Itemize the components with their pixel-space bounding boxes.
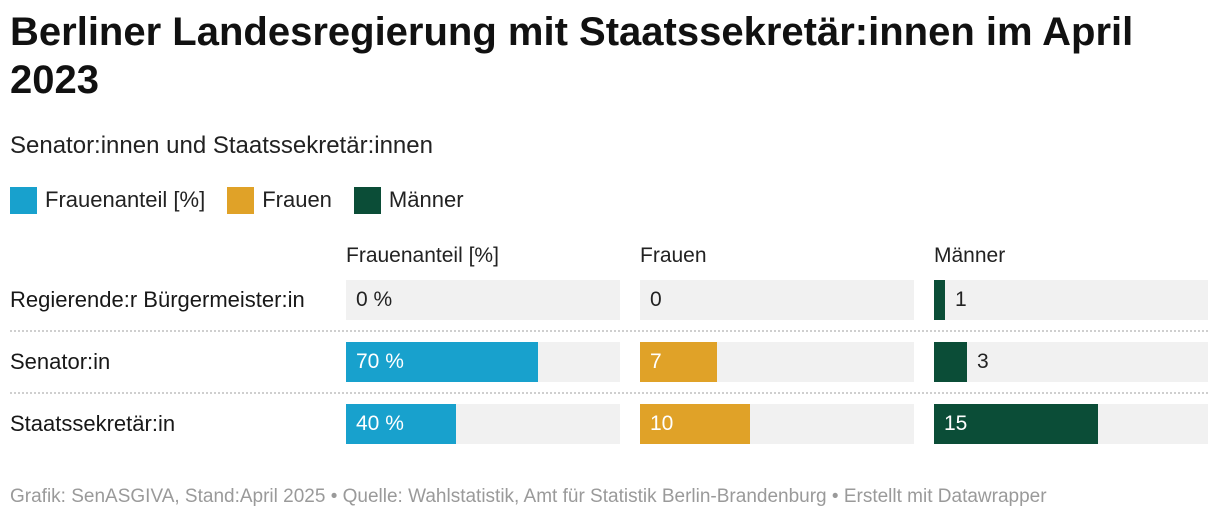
- bar-men: [934, 280, 945, 320]
- value-label-share: 40 %: [356, 412, 404, 435]
- value-label-women: 0: [650, 288, 662, 311]
- bar-men: [934, 342, 967, 382]
- bar-track: 40 %: [346, 404, 620, 444]
- bar-share: [346, 342, 538, 382]
- bar-women: [640, 342, 717, 382]
- legend-label-frauen: Frauen: [262, 187, 332, 212]
- bar-share: [346, 404, 456, 444]
- column-header-frauenanteil: Frauenanteil [%]: [346, 244, 499, 267]
- bar-track: 0 %: [346, 280, 620, 320]
- chart-footer: Grafik: SenASGIVA, Stand:April 2025 • Qu…: [10, 486, 1047, 507]
- value-label-share: 0 %: [356, 288, 393, 311]
- legend: Frauenanteil [%] Frauen Männer: [10, 185, 486, 215]
- legend-item-frauenanteil: Frauenanteil [%]: [10, 186, 206, 214]
- row-label: Staatssekretär:in: [10, 411, 176, 436]
- legend-swatch-maenner: [353, 186, 381, 214]
- row-label: Regierende:r Bürgermeister:in: [10, 287, 305, 312]
- bar-track: 7: [640, 342, 914, 382]
- legend-item-maenner: Männer: [353, 186, 464, 214]
- value-label-men: 15: [944, 412, 968, 435]
- chart-title: Berliner Landesregierung mit Staatssekre…: [10, 10, 1134, 102]
- row-label: Senator:in: [10, 349, 111, 374]
- bar-track: 1: [934, 280, 1208, 320]
- bar-track: 3: [934, 342, 1208, 382]
- legend-swatch-frauen: [227, 186, 255, 214]
- bar-track: 70 %: [346, 342, 620, 382]
- bar-track: 15: [934, 404, 1208, 444]
- legend-label-maenner: Männer: [388, 187, 464, 212]
- column-header-maenner: Männer: [934, 244, 1006, 267]
- value-label-share: 70 %: [356, 350, 404, 373]
- row-separator: [10, 392, 1208, 394]
- column-header-frauen: Frauen: [640, 244, 707, 267]
- bar-men: [934, 404, 1098, 444]
- bar-women: [640, 404, 750, 444]
- bar-track: 10: [640, 404, 914, 444]
- bar-track: 0: [640, 280, 914, 320]
- legend-swatch-frauenanteil: [10, 186, 37, 214]
- value-label-men: 3: [977, 350, 989, 373]
- chart-subtitle: Senator:innen und Staatssekretär:innen: [10, 132, 433, 159]
- value-label-women: 10: [650, 412, 674, 435]
- row-separator: [10, 330, 1208, 332]
- value-label-men: 1: [955, 288, 967, 311]
- legend-item-frauen: Frauen: [227, 186, 332, 214]
- value-label-women: 7: [650, 350, 662, 373]
- legend-label-frauenanteil: Frauenanteil [%]: [45, 187, 206, 212]
